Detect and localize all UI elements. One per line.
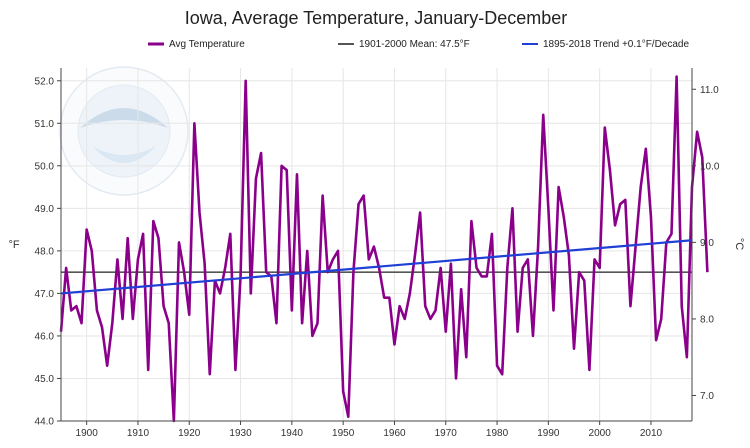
y-axis-right-label: °C <box>733 238 745 250</box>
y-tick-label-right: 10.0 <box>700 161 720 172</box>
y-tick-label-left: 46.0 <box>35 331 55 342</box>
avg-temperature-line <box>59 75 709 423</box>
axes: 1900 1910 1920 1930 1940 1950 1960 1970 1980 1990… <box>35 68 720 439</box>
y-tick-label-left: 52.0 <box>35 76 55 87</box>
y-tick-label-right: 8.0 <box>700 314 714 325</box>
legend-label-mean: 1901-2000 Mean: 47.5°F <box>359 39 470 50</box>
y-tick-label-left: 44.0 <box>35 417 55 428</box>
y-tick-label-right: 11.0 <box>700 85 719 96</box>
y-tick-label-right: 9.0 <box>700 238 714 249</box>
y-tick-label-left: 49.0 <box>35 204 55 215</box>
legend-label-trend: 1895-2018 Trend +0.1°F/Decade <box>543 39 689 50</box>
x-tick-label: 1980 <box>486 428 509 439</box>
x-tick-label: 2010 <box>640 428 663 439</box>
x-tick-label: 1990 <box>537 428 560 439</box>
noaa-logo-watermark <box>59 66 189 196</box>
x-tick-label: 1930 <box>229 428 252 439</box>
x-tick-label: 1950 <box>332 428 355 439</box>
x-tick-label: 1910 <box>127 428 150 439</box>
x-tick-label: 1940 <box>281 428 304 439</box>
y-axis-left-label: °F <box>8 239 19 251</box>
x-tick-label: 1960 <box>383 428 406 439</box>
y-tick-label-right: 7.0 <box>700 391 714 402</box>
y-tick-label-left: 47.0 <box>35 289 55 300</box>
y-tick-label-left: 45.0 <box>35 374 55 385</box>
x-tick-label: 2000 <box>589 428 612 439</box>
chart-title: Iowa, Average Temperature, January-Decem… <box>185 8 568 28</box>
series-layer <box>59 75 709 423</box>
legend-label-avg: Avg Temperature <box>169 39 245 50</box>
y-tick-label-left: 48.0 <box>35 246 55 257</box>
x-tick-label: 1900 <box>76 428 99 439</box>
y-tick-label-left: 50.0 <box>35 161 55 172</box>
x-tick-label: 1970 <box>435 428 458 439</box>
y-tick-label-left: 51.0 <box>35 119 55 130</box>
trend-line <box>60 239 693 295</box>
x-tick-label: 1920 <box>178 428 201 439</box>
legend: Avg Temperature 1901-2000 Mean: 47.5°F 1… <box>148 39 689 50</box>
